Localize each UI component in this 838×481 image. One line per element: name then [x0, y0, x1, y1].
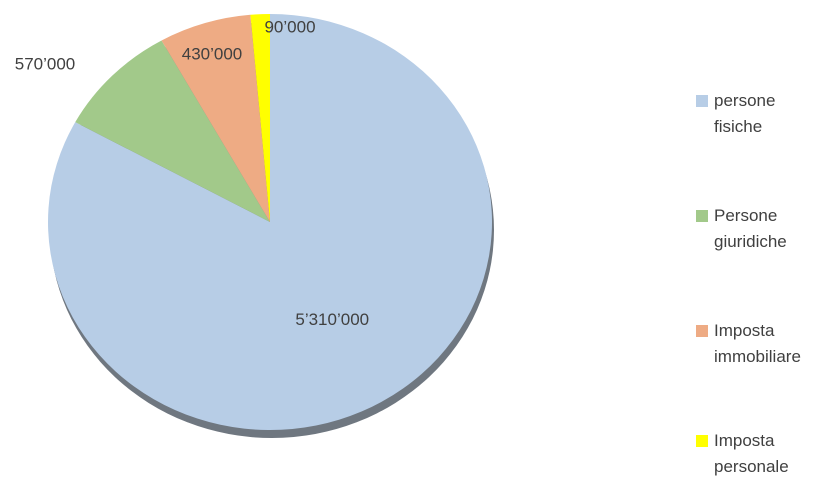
legend-item: Imposta personale — [696, 428, 836, 480]
data-label: 570’000 — [15, 54, 76, 73]
data-label: 90’000 — [264, 17, 315, 36]
legend-item: Persone giuridiche — [696, 203, 836, 255]
legend-item: Imposta immobiliare — [696, 318, 836, 370]
pie-slice — [48, 14, 492, 431]
legend-label: Imposta personale — [714, 431, 789, 476]
data-label: 430’000 — [182, 44, 243, 63]
data-label: 5’310’000 — [295, 310, 369, 329]
legend-swatch — [696, 95, 708, 107]
pie-slice — [75, 40, 270, 223]
legend-swatch — [696, 435, 708, 447]
legend-swatch — [696, 325, 708, 337]
legend-label: Persone giuridiche — [714, 206, 787, 251]
legend-item: persone fisiche — [696, 88, 836, 140]
legend-label: Imposta immobiliare — [714, 321, 801, 366]
pie-slice — [161, 14, 270, 222]
pie-slice — [250, 14, 270, 222]
legend-label: persone fisiche — [714, 91, 776, 136]
legend-swatch — [696, 210, 708, 222]
